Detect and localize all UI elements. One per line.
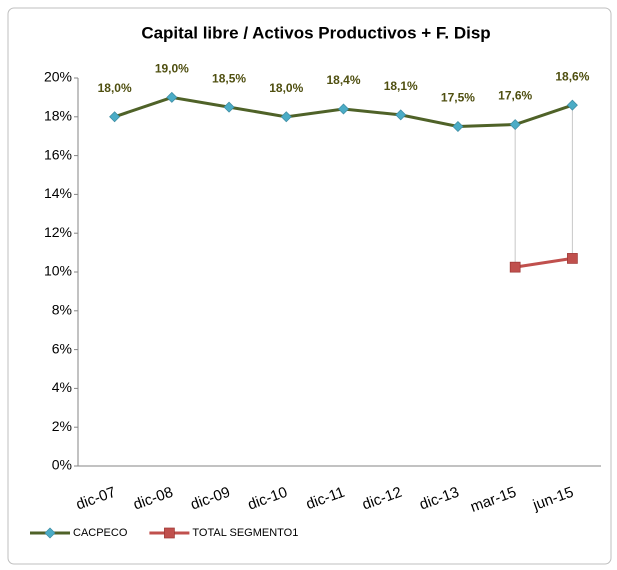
y-tick-label: 18%	[44, 108, 72, 124]
point	[509, 261, 521, 273]
data-label: 18,0%	[98, 81, 132, 95]
y-tick-label: 14%	[44, 185, 72, 201]
data-label: 17,5%	[441, 91, 475, 105]
data-label: 18,0%	[269, 81, 303, 95]
y-tick-label: 16%	[44, 146, 72, 162]
chart-frame	[7, 7, 612, 565]
point	[566, 99, 578, 111]
data-label: 17,6%	[498, 89, 532, 103]
y-tick-label: 0%	[52, 457, 72, 473]
data-label: 18,4%	[326, 73, 360, 87]
series-line	[514, 256, 573, 269]
legend-label: TOTAL SEGMENTO1	[192, 527, 298, 539]
y-tick-label: 20%	[44, 69, 72, 85]
point	[567, 253, 578, 264]
point	[338, 103, 349, 115]
point	[223, 101, 235, 113]
data-label: 18,5%	[212, 71, 246, 85]
y-tick-label: 4%	[52, 379, 72, 395]
y-tick-label: 12%	[44, 224, 72, 240]
point	[166, 91, 178, 103]
y-tick-label: 10%	[44, 263, 72, 279]
legend-label: CACPECO	[73, 527, 128, 539]
y-tick-label: 2%	[52, 418, 72, 434]
point	[395, 109, 407, 121]
legend-marker	[164, 527, 175, 539]
chart-title: Capital libre / Activos Productivos + F.…	[141, 23, 490, 42]
data-label: 18,6%	[555, 69, 589, 83]
data-label: 18,1%	[384, 79, 418, 93]
point	[452, 121, 464, 132]
y-tick-label: 8%	[52, 302, 72, 318]
legend-marker	[44, 527, 56, 539]
data-label: 19,0%	[155, 62, 189, 76]
y-tick-label: 6%	[52, 340, 72, 356]
point	[280, 111, 292, 123]
point	[509, 119, 521, 131]
point	[109, 111, 121, 123]
